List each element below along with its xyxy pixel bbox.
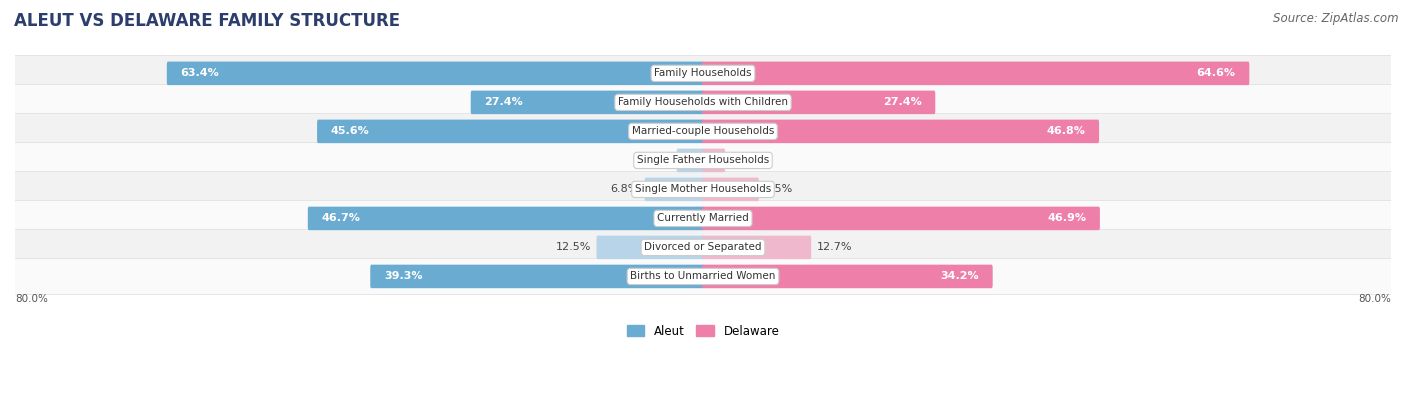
Text: Family Households with Children: Family Households with Children (619, 98, 787, 107)
FancyBboxPatch shape (14, 229, 1392, 265)
FancyBboxPatch shape (702, 90, 935, 114)
Text: Single Mother Households: Single Mother Households (636, 184, 770, 194)
FancyBboxPatch shape (14, 85, 1392, 120)
Text: 27.4%: 27.4% (484, 98, 523, 107)
Text: Single Father Households: Single Father Households (637, 155, 769, 166)
Text: 80.0%: 80.0% (1358, 294, 1391, 305)
FancyBboxPatch shape (702, 207, 1099, 230)
FancyBboxPatch shape (702, 265, 993, 288)
Text: Family Households: Family Households (654, 68, 752, 78)
Text: Currently Married: Currently Married (657, 213, 749, 224)
Text: 3.0%: 3.0% (643, 155, 671, 166)
FancyBboxPatch shape (308, 207, 704, 230)
FancyBboxPatch shape (644, 178, 704, 201)
FancyBboxPatch shape (14, 55, 1392, 91)
FancyBboxPatch shape (14, 200, 1392, 236)
FancyBboxPatch shape (167, 62, 704, 85)
Text: 6.8%: 6.8% (610, 184, 638, 194)
Text: Married-couple Households: Married-couple Households (631, 126, 775, 136)
FancyBboxPatch shape (471, 90, 704, 114)
Text: 80.0%: 80.0% (15, 294, 48, 305)
FancyBboxPatch shape (14, 143, 1392, 179)
Text: Divorced or Separated: Divorced or Separated (644, 243, 762, 252)
Text: Births to Unmarried Women: Births to Unmarried Women (630, 271, 776, 281)
Text: 46.7%: 46.7% (322, 213, 360, 224)
Text: 39.3%: 39.3% (384, 271, 422, 281)
Text: 46.9%: 46.9% (1047, 213, 1087, 224)
FancyBboxPatch shape (702, 178, 759, 201)
FancyBboxPatch shape (14, 113, 1392, 149)
Text: Source: ZipAtlas.com: Source: ZipAtlas.com (1274, 12, 1399, 25)
Text: 27.4%: 27.4% (883, 98, 922, 107)
Text: 64.6%: 64.6% (1197, 68, 1236, 78)
Text: 45.6%: 45.6% (330, 126, 370, 136)
Text: 34.2%: 34.2% (941, 271, 979, 281)
Legend: Aleut, Delaware: Aleut, Delaware (621, 320, 785, 342)
FancyBboxPatch shape (14, 258, 1392, 294)
FancyBboxPatch shape (370, 265, 704, 288)
Text: 46.8%: 46.8% (1046, 126, 1085, 136)
FancyBboxPatch shape (702, 236, 811, 259)
FancyBboxPatch shape (702, 149, 725, 172)
FancyBboxPatch shape (318, 120, 704, 143)
FancyBboxPatch shape (676, 149, 704, 172)
Text: 12.5%: 12.5% (555, 243, 591, 252)
FancyBboxPatch shape (702, 120, 1099, 143)
FancyBboxPatch shape (596, 236, 704, 259)
FancyBboxPatch shape (702, 62, 1250, 85)
Text: 2.5%: 2.5% (731, 155, 759, 166)
Text: 63.4%: 63.4% (180, 68, 219, 78)
FancyBboxPatch shape (14, 171, 1392, 207)
Text: 12.7%: 12.7% (817, 243, 852, 252)
Text: 6.5%: 6.5% (765, 184, 793, 194)
Text: ALEUT VS DELAWARE FAMILY STRUCTURE: ALEUT VS DELAWARE FAMILY STRUCTURE (14, 12, 401, 30)
